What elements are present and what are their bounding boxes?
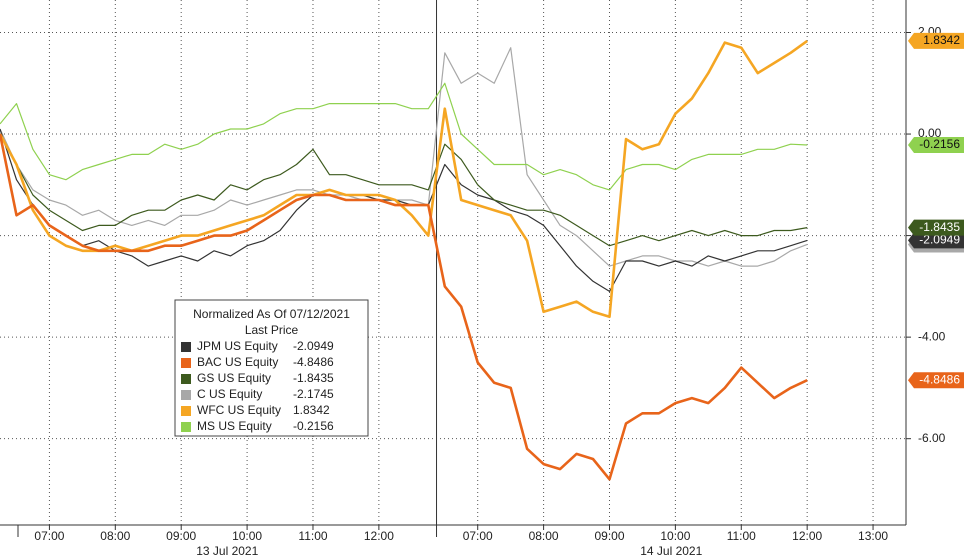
legend-title: Normalized As Of 07/12/2021 [193,307,350,321]
x-tick-label: 10:00 [232,529,262,543]
last-value-tag: 1.8342 [908,32,964,49]
legend-value: -1.8435 [293,371,334,385]
series-line [0,47,808,267]
x-tick-label: 09:00 [166,529,196,543]
legend-label: GS US Equity [197,371,271,385]
y-tick-label: -6.00 [918,431,946,445]
x-tick-label: 10:00 [660,529,690,543]
legend-swatch [181,342,191,352]
legend-swatch [181,406,191,416]
legend-box [174,299,369,437]
legend: Normalized As Of 07/12/2021 Last Price JPM… [174,299,369,437]
last-value-tag: -1.8435 [908,219,964,236]
date-label: 13 Jul 2021 [196,544,258,558]
x-tick-label: 12:00 [364,529,394,543]
x-tick-label: 11:00 [727,529,756,543]
y-tick-label: 0.00 [918,126,942,140]
series-line [0,82,808,191]
last-value-tag: -0.2156 [908,136,964,153]
last-value-tag: -4.8486 [908,372,964,389]
legend-value: -0.2156 [293,419,334,433]
x-tick-label: 12:00 [792,529,822,543]
tag-shape [908,372,964,389]
tag-value: 1.8342 [923,33,960,47]
tag-shape [908,219,964,236]
legend-swatch [181,358,191,368]
tag-value: -2.0949 [919,233,960,247]
tag-shape [908,232,964,249]
legend-value: -4.8486 [293,355,334,369]
legend-label: WFC US Equity [197,403,281,417]
tag-value: -4.8486 [919,372,960,386]
legend-value: 1.8342 [293,403,330,417]
legend-swatch [181,422,191,432]
tag-shape [908,136,964,153]
series-line [0,128,808,292]
tag-value: -1.8435 [919,220,960,234]
x-tick-label: 07:00 [34,529,64,543]
legend-value: -2.1745 [293,387,334,401]
x-tick-label: 07:00 [463,529,493,543]
tag-value: -0.2156 [919,137,960,151]
legend-swatch [181,374,191,384]
y-tick-label: -4.00 [918,329,946,343]
tag-shape [908,32,964,49]
legend-subtitle: Last Price [245,323,299,337]
legend-swatch [181,390,191,400]
legend-label: BAC US Equity [197,355,278,369]
legend-label: JPM US Equity [197,339,278,353]
x-tick-label: 13:00 [858,529,888,543]
legend-label: MS US Equity [197,419,272,433]
x-tick-label: 09:00 [594,529,624,543]
last-value-tag: -2.0949 [908,232,964,249]
series-line [0,133,808,481]
date-label: 14 Jul 2021 [640,544,702,558]
x-tick-label: 08:00 [100,529,130,543]
legend-value: -2.0949 [293,339,334,353]
legend-label: C US Equity [197,387,262,401]
x-tick-label: 11:00 [298,529,327,543]
series-line [0,133,808,247]
x-tick-label: 08:00 [529,529,559,543]
